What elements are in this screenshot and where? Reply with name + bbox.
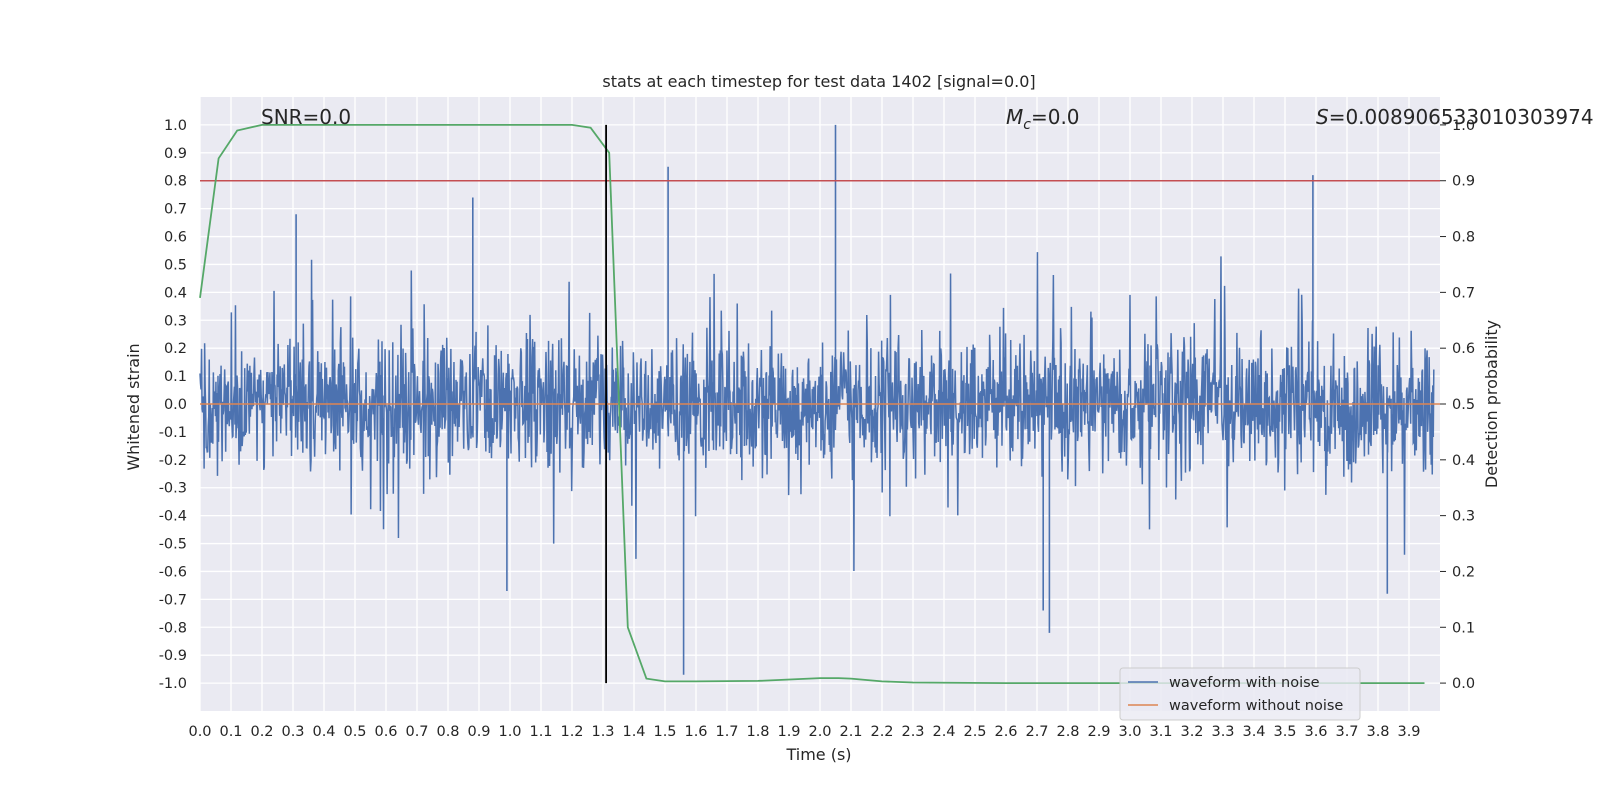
mc-symbol: M	[1006, 105, 1023, 129]
legend-label-waveform-with-noise: waveform with noise	[1169, 675, 1320, 691]
y2-tick-label: 0.0	[1452, 676, 1475, 692]
y2-tick-label: 0.6	[1452, 341, 1475, 357]
y-tick-label: 0.1	[164, 369, 187, 385]
x-tick-label: 3.1	[1149, 724, 1172, 740]
y-tick-label: 1.0	[164, 118, 187, 134]
y2-tick-label: 0.2	[1452, 564, 1475, 580]
x-tick-label: 3.3	[1211, 724, 1234, 740]
x-tick-label: 0.9	[467, 724, 490, 740]
y-tick-label: 0.2	[164, 341, 187, 357]
x-tick-label: 1.1	[529, 724, 552, 740]
y-tick-label: -0.6	[159, 564, 187, 580]
series-detection-probability	[199, 124, 1425, 684]
x-tick-label: 0.0	[188, 724, 211, 740]
y-tick-label: 0.8	[164, 174, 187, 190]
legend-label-waveform-without-noise: waveform without noise	[1169, 698, 1343, 714]
series-waveform-with-noise	[199, 124, 1435, 675]
snr-annotation: SNR=0.0	[261, 105, 351, 129]
x-tick-label: 0.5	[343, 724, 366, 740]
x-tick-label: 0.6	[374, 724, 397, 740]
x-tick-label: 1.5	[653, 724, 676, 740]
mc-value: =0.0	[1031, 105, 1080, 129]
x-tick-label: 0.3	[281, 724, 304, 740]
legend: waveform with noise waveform without noi…	[1119, 667, 1361, 721]
x-axis-ticks: 0.0 0.1 0.2 0.3 0.4 0.5 0.6 0.7 0.8 0.9 1.0 1.1 1.2 1…	[188, 724, 1420, 740]
x-tick-label: 1.3	[591, 724, 614, 740]
x-tick-label: 3.6	[1304, 724, 1327, 740]
y-tick-label: -0.2	[159, 453, 187, 469]
x-axis-label: Time (s)	[785, 745, 851, 764]
x-tick-label: 2.0	[808, 724, 831, 740]
x-tick-label: 3.9	[1397, 724, 1420, 740]
y-tick-label: 0.0	[164, 397, 187, 413]
y2-axis-ticks: 1.0 0.9 0.8 0.7 0.6 0.5 0.4 0.3 0.2 0.1 0.0	[1440, 118, 1475, 692]
y-axis-label: Whitened strain	[124, 343, 143, 470]
y2-tick-label: 1.0	[1452, 118, 1475, 134]
y2-tick-label: 0.1	[1452, 620, 1475, 636]
x-tick-label: 1.7	[715, 724, 738, 740]
x-tick-label: 1.6	[684, 724, 707, 740]
s-annotation: S=0.008906533010303974	[1316, 105, 1594, 129]
x-tick-label: 0.2	[250, 724, 273, 740]
y-tick-label: 0.9	[164, 146, 187, 162]
y2-tick-label: 0.9	[1452, 174, 1475, 190]
x-tick-label: 0.4	[312, 724, 335, 740]
y-tick-label: 0.7	[164, 202, 187, 218]
y2-tick-label: 0.7	[1452, 285, 1475, 301]
x-tick-label: 3.7	[1335, 724, 1358, 740]
y-tick-label: 0.3	[164, 313, 187, 329]
s-value: =0.008906533010303974	[1329, 105, 1594, 129]
x-tick-label: 1.8	[746, 724, 769, 740]
x-tick-label: 3.2	[1180, 724, 1203, 740]
y-tick-label: -0.7	[159, 592, 187, 608]
x-tick-label: 3.4	[1242, 724, 1265, 740]
x-tick-label: 2.7	[1025, 724, 1048, 740]
y-tick-label: -0.8	[159, 620, 187, 636]
mc-annotation: Mc=0.0	[1006, 105, 1080, 133]
x-tick-label: 0.8	[436, 724, 459, 740]
y-axis-ticks: 1.0 0.9 0.8 0.7 0.6 0.5 0.4 0.3 0.2 0.1 0.0 -0.1 -0.…	[159, 118, 187, 692]
y-tick-label: -0.9	[159, 648, 187, 664]
y2-tick-label: 0.3	[1452, 509, 1475, 525]
x-tick-label: 1.2	[560, 724, 583, 740]
y-tick-label: -1.0	[159, 676, 187, 692]
x-tick-label: 2.2	[870, 724, 893, 740]
x-tick-label: 3.5	[1273, 724, 1296, 740]
y-tick-label: -0.1	[159, 425, 187, 441]
y-tick-label: 0.5	[164, 257, 187, 273]
x-tick-label: 2.4	[932, 724, 955, 740]
x-tick-label: 3.8	[1366, 724, 1389, 740]
x-tick-label: 2.8	[1056, 724, 1079, 740]
y-tick-label: -0.5	[159, 537, 187, 553]
y2-tick-label: 0.8	[1452, 230, 1475, 246]
y-tick-label: -0.3	[159, 481, 187, 497]
y-tick-label: -0.4	[159, 509, 187, 525]
x-tick-label: 0.1	[219, 724, 242, 740]
x-tick-label: 1.9	[777, 724, 800, 740]
noise-trace	[199, 252, 1435, 571]
x-tick-label: 2.1	[839, 724, 862, 740]
s-symbol: S	[1316, 105, 1329, 129]
y2-tick-label: 0.4	[1452, 453, 1475, 469]
y-tick-label: 0.4	[164, 285, 187, 301]
y-tick-label: 0.6	[164, 230, 187, 246]
x-tick-label: 1.0	[498, 724, 521, 740]
x-tick-label: 0.7	[405, 724, 428, 740]
x-tick-label: 2.3	[901, 724, 924, 740]
x-tick-label: 1.4	[622, 724, 645, 740]
x-tick-label: 2.5	[963, 724, 986, 740]
chart-title: stats at each timestep for test data 140…	[602, 72, 1035, 91]
y2-axis-label: Detection probability	[1482, 320, 1501, 488]
x-tick-label: 2.9	[1087, 724, 1110, 740]
y2-tick-label: 0.5	[1452, 397, 1475, 413]
x-tick-label: 3.0	[1118, 724, 1141, 740]
mc-subscript: c	[1023, 117, 1031, 133]
legend-box	[1119, 667, 1361, 721]
x-tick-label: 2.6	[994, 724, 1017, 740]
